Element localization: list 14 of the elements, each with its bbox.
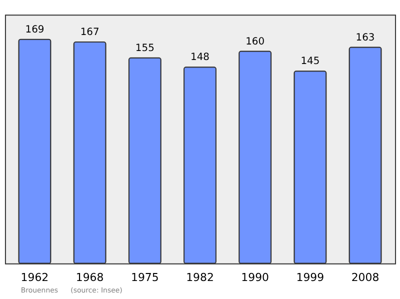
x-tick-label: 1999 (296, 270, 324, 284)
data-label: 148 (190, 52, 210, 64)
x-tick-label: 1982 (186, 270, 214, 284)
data-label: 155 (135, 42, 154, 54)
data-label: 163 (356, 32, 375, 44)
data-label: 167 (80, 27, 100, 38)
data-label: 160 (246, 36, 265, 48)
x-tick-label: 1990 (241, 270, 270, 284)
data-label: 169 (25, 24, 44, 36)
x-tick-label: 1968 (76, 270, 104, 284)
data-label: 145 (300, 56, 320, 68)
x-tick-label: 1962 (20, 270, 49, 284)
x-tick-label: 1975 (130, 270, 159, 284)
x-tick-label: 2008 (351, 270, 380, 284)
